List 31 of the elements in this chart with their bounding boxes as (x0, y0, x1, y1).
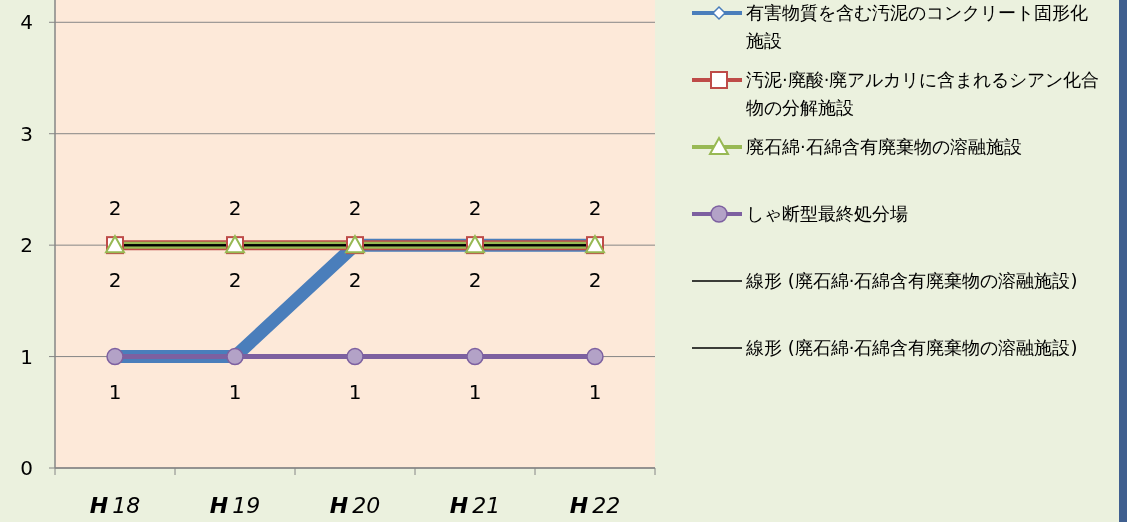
y-tick-label: 1 (20, 344, 33, 369)
data-label: 2 (108, 196, 122, 221)
legend-label: 線形 (廃石綿·石綿含有廃棄物の溶融施設) (745, 337, 1078, 358)
x-tick-label: H21 (449, 493, 501, 518)
x-tick-label: H22 (569, 493, 621, 518)
legend-label: しゃ断型最終処分場 (746, 203, 908, 224)
data-label: 1 (468, 379, 482, 404)
data-label: 1 (108, 379, 122, 404)
x-tick-label: H18 (89, 493, 141, 518)
data-label: 2 (468, 196, 482, 221)
data-label: 1 (348, 379, 362, 404)
data-label: 1 (228, 379, 242, 404)
data-label: 2 (588, 268, 602, 293)
data-label: 2 (228, 196, 242, 221)
y-tick-label: 2 (20, 233, 33, 258)
legend-label: 廃石綿·石綿含有廃棄物の溶融施設 (746, 136, 1022, 157)
y-tick-label: 0 (20, 456, 33, 480)
legend-label: 汚泥·廃酸·廃アルカリに含まれるシアン化合物の分解施設 (746, 69, 1100, 118)
y-tick-label: 4 (20, 10, 33, 35)
y-tick-label: 3 (20, 121, 33, 146)
data-label: 2 (588, 196, 602, 221)
data-label: 2 (468, 268, 482, 293)
data-label: 2 (348, 196, 362, 221)
data-label: 2 (228, 268, 242, 293)
legend-label: 有害物質を含む汚泥のコンクリート固形化施設 (746, 2, 1088, 51)
data-label: 2 (108, 268, 122, 293)
legend-label: 線形 (廃石綿·石綿含有廃棄物の溶融施設) (745, 270, 1078, 291)
x-tick-label: H19 (209, 493, 261, 518)
x-tick-label: H20 (329, 493, 381, 518)
data-label: 1 (588, 379, 602, 404)
data-label: 2 (348, 268, 362, 293)
